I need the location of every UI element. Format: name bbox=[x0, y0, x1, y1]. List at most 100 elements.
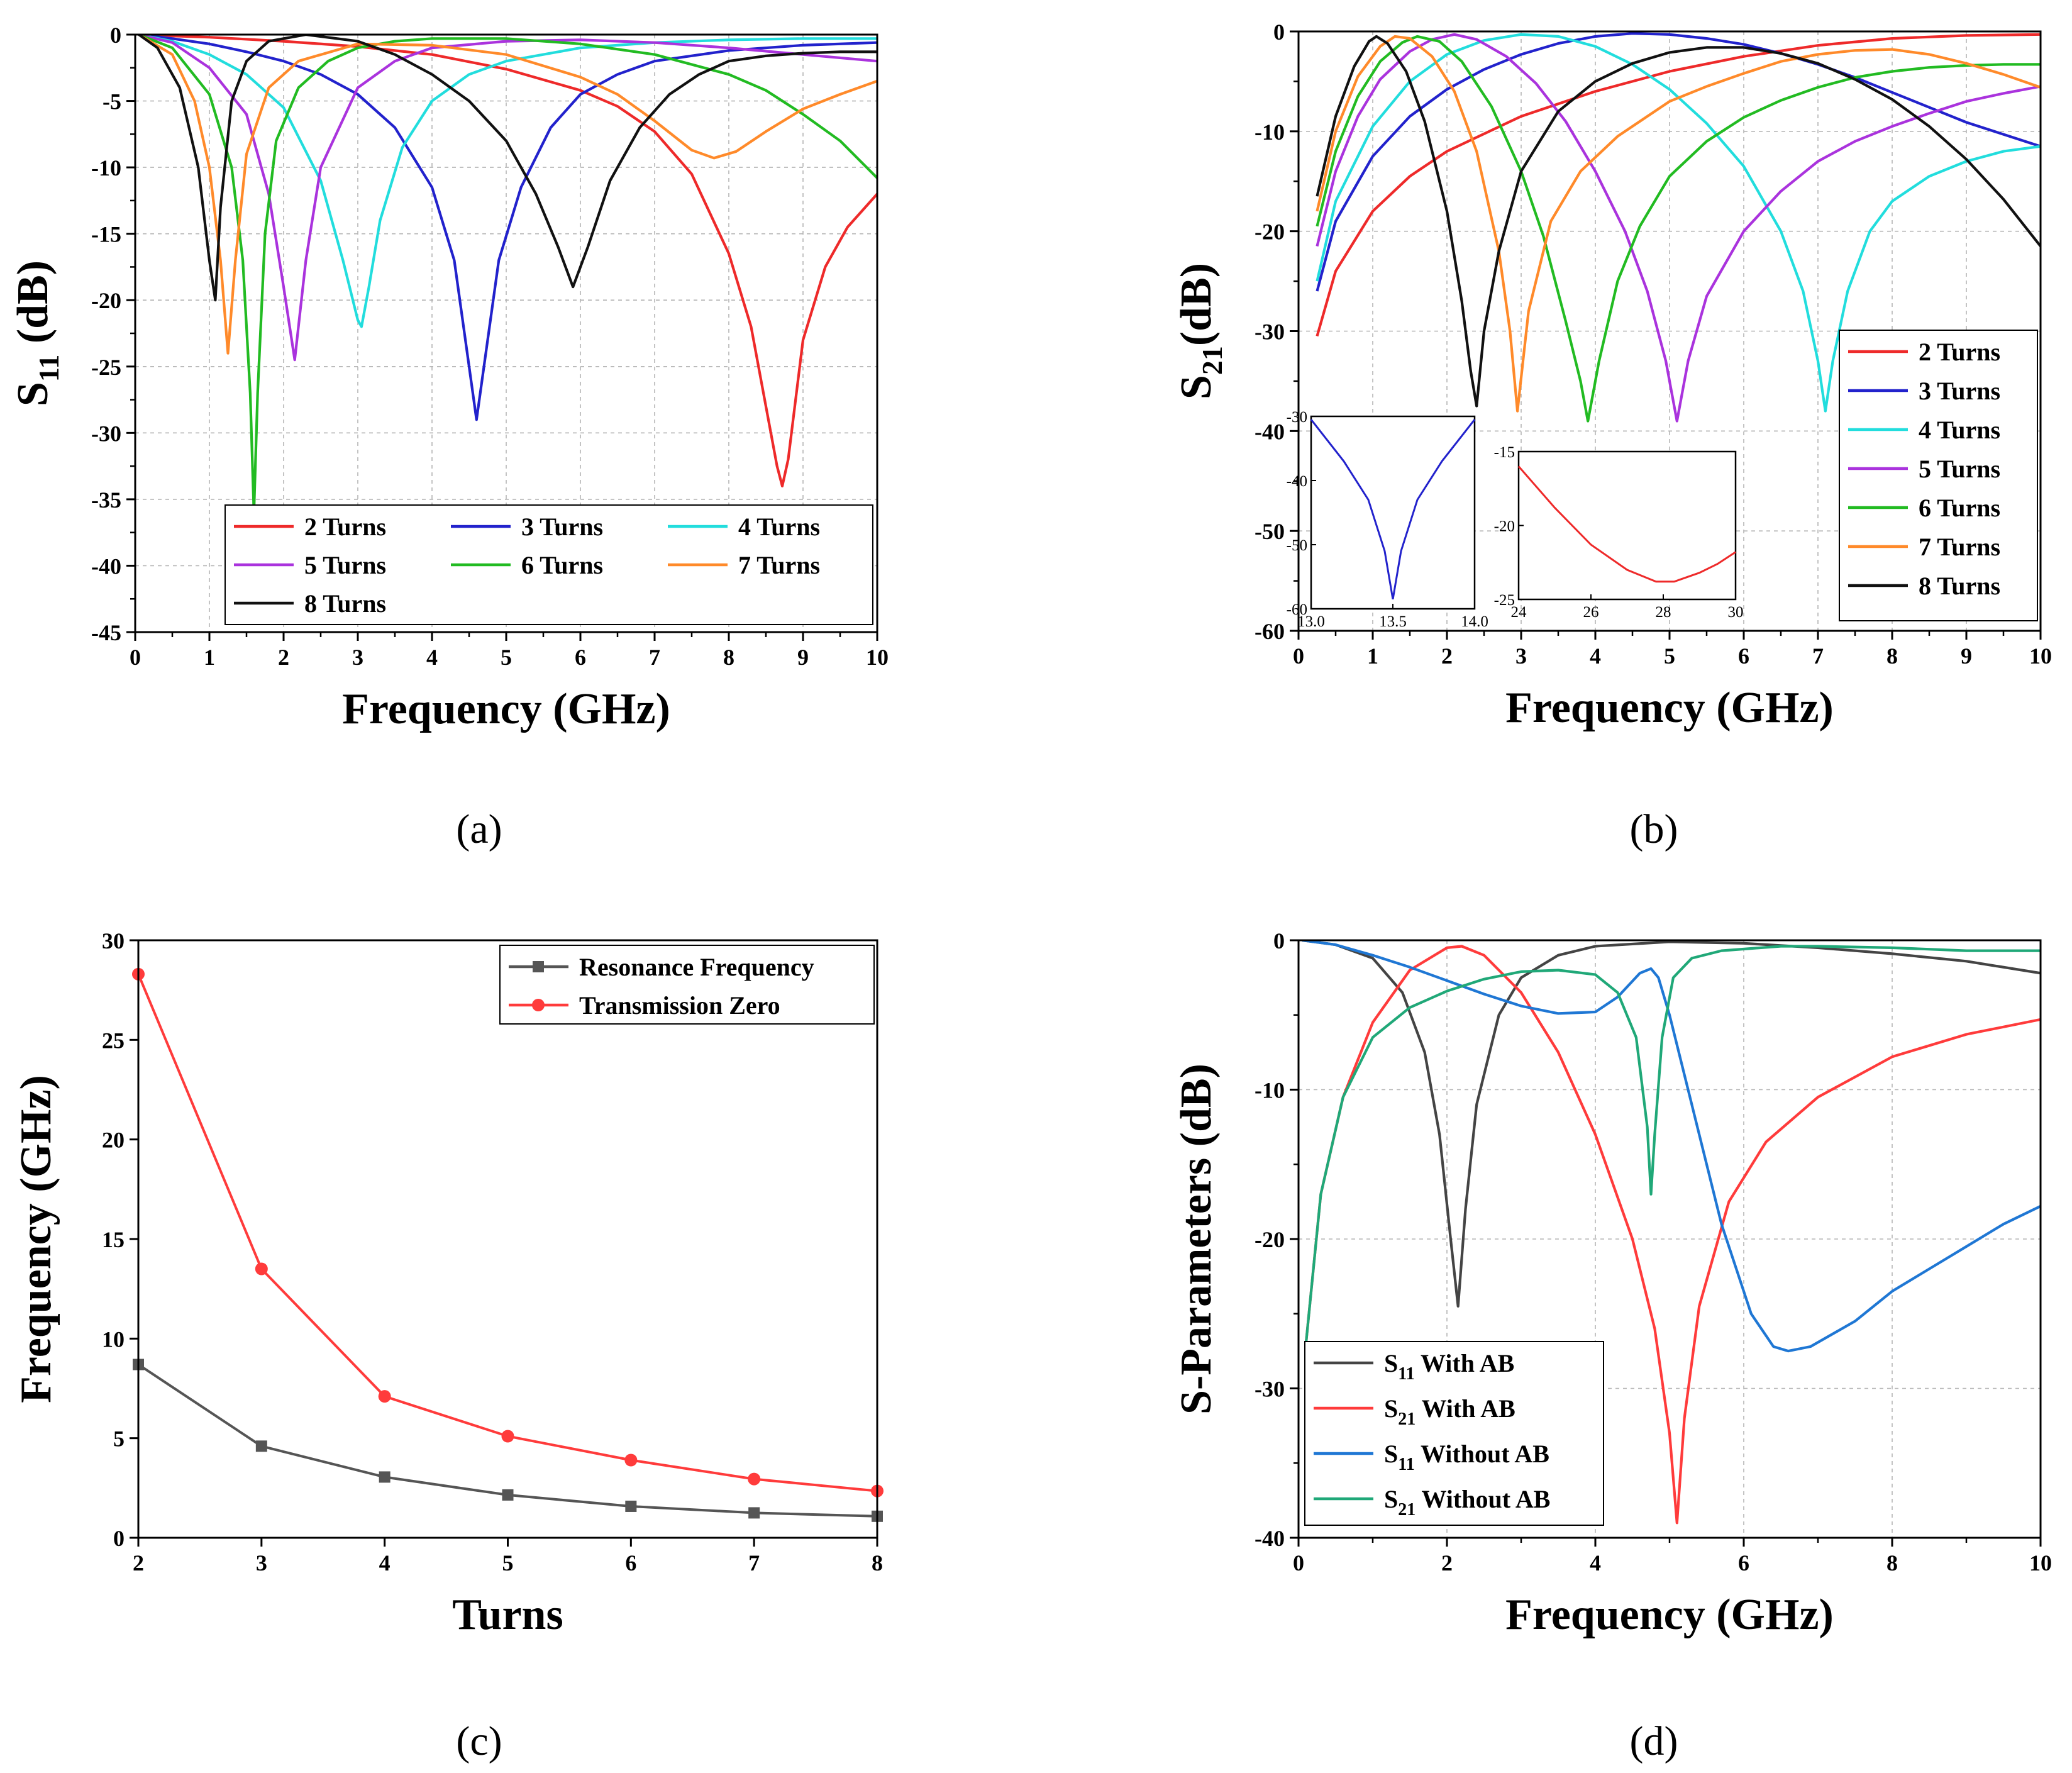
legend-item: 3 Turns bbox=[1848, 377, 2000, 405]
x-tick-label: 5 bbox=[502, 1550, 514, 1576]
x-tick-label: 4 bbox=[379, 1550, 391, 1576]
x-tick-label: 4 bbox=[1590, 643, 1601, 669]
legend-item: 7 Turns bbox=[1848, 533, 2000, 561]
x-tick-label: 3 bbox=[1515, 643, 1527, 669]
legend-label: 5 Turns bbox=[304, 551, 386, 579]
inset-x-tick-label: 13.5 bbox=[1379, 613, 1407, 630]
x-tick-label: 2 bbox=[133, 1550, 144, 1576]
y-tick-label: -30 bbox=[1255, 320, 1285, 345]
series-line-8-turns bbox=[1316, 35, 2041, 408]
series-line-5-turns bbox=[1316, 33, 2041, 423]
chart-c: 2 3 4 5 6 7 8 0 5 10 15 20 25 30 Turns Frequency (GHz) R… bbox=[12, 928, 884, 1639]
x-tick-label: 9 bbox=[1961, 643, 1972, 669]
legend-label: 7 Turns bbox=[1919, 533, 2000, 561]
x-tick-label: 2 bbox=[1441, 1550, 1453, 1576]
data-point bbox=[748, 1472, 761, 1486]
legend-box bbox=[1839, 330, 2038, 621]
x-tick-label: 5 bbox=[1664, 643, 1675, 669]
x-tick-label: 4 bbox=[426, 645, 438, 670]
x-axis-label: Turns bbox=[452, 1591, 563, 1639]
panel-label: (a) bbox=[456, 806, 502, 852]
x-tick-label: 6 bbox=[575, 645, 586, 670]
x-tick-label: 10 bbox=[2029, 1550, 2052, 1576]
x-tick-label: 2 bbox=[1441, 643, 1453, 669]
series-line-transmission-zero bbox=[138, 974, 877, 1492]
series-group bbox=[1316, 32, 2041, 423]
x-tick-label: 3 bbox=[256, 1550, 267, 1576]
x-tick-label: 6 bbox=[1738, 1550, 1749, 1576]
legend: Resonance Frequency Transmission Zero bbox=[499, 945, 875, 1025]
series-line-s21-without-ab bbox=[1304, 945, 2041, 1344]
legend-label: Transmission Zero bbox=[579, 991, 780, 1020]
y-tick-label: 25 bbox=[102, 1028, 125, 1053]
legend-label: 4 Turns bbox=[1919, 416, 2000, 444]
y-tick-label: -20 bbox=[1255, 1227, 1285, 1252]
data-point bbox=[502, 1489, 514, 1501]
inset-series-line bbox=[1517, 465, 1736, 583]
inset-series-line bbox=[1310, 419, 1476, 599]
x-tick-label: 6 bbox=[1738, 643, 1749, 669]
legend-label: 3 Turns bbox=[521, 513, 603, 541]
x-tick-label: 1 bbox=[1367, 643, 1378, 669]
x-axis-label: Frequency (GHz) bbox=[342, 685, 670, 733]
inset-frame bbox=[1517, 450, 1737, 601]
x-tick-label: 3 bbox=[352, 645, 363, 670]
y-tick-label: 5 bbox=[113, 1426, 125, 1452]
series-group bbox=[138, 35, 877, 514]
inset-y-tick-label: -15 bbox=[1494, 444, 1515, 461]
y-tick-label: -10 bbox=[1255, 1078, 1285, 1103]
y-tick-label: -20 bbox=[1255, 220, 1285, 245]
y-tick-label: 0 bbox=[1273, 19, 1285, 45]
legend-label: 8 Turns bbox=[304, 589, 386, 618]
x-tick-label: 8 bbox=[723, 645, 734, 670]
chart-b: 0 1 2 3 4 5 6 7 8 9 100-10-20-30-40-50-60Frequency… bbox=[1172, 19, 2052, 732]
legend-box bbox=[224, 504, 873, 625]
legend-item: 8 Turns bbox=[1848, 572, 2000, 600]
legend-label: 2 Turns bbox=[304, 513, 386, 541]
inset-y-tick-label: -50 bbox=[1287, 537, 1307, 554]
series-line-2-turns bbox=[138, 35, 877, 487]
x-tick-label: 10 bbox=[866, 645, 889, 670]
inset-x-tick-label: 30 bbox=[1728, 604, 1744, 621]
legend-item: S11 Without AB bbox=[1314, 1440, 1549, 1474]
legend-label: 3 Turns bbox=[1919, 377, 2000, 405]
legend: S11 With AB S21 With AB S11 Without AB S21 … bbox=[1304, 1341, 1604, 1526]
y-tick-label: -20 bbox=[91, 288, 121, 313]
inset-chart-2: 24 26 28 30 -15 -20 -25 bbox=[1494, 444, 1744, 621]
x-tick-label: 8 bbox=[1886, 1550, 1898, 1576]
x-tick-label: 0 bbox=[1293, 643, 1304, 669]
y-tick-label: -10 bbox=[1255, 119, 1285, 145]
series-line-4-turns bbox=[1316, 33, 2041, 413]
y-tick-label: -40 bbox=[1255, 419, 1285, 444]
inset-chart-1: 13.0 13.5 14.0 -30 -40 -50 -60 bbox=[1287, 409, 1488, 630]
series-group bbox=[1302, 940, 2041, 1525]
legend-label: 2 Turns bbox=[1919, 338, 2000, 366]
y-tick-label: -30 bbox=[91, 421, 121, 446]
x-tick-label: 7 bbox=[1812, 643, 1824, 669]
series-line-2-turns bbox=[1316, 33, 2041, 336]
legend-item: 4 Turns bbox=[1848, 416, 2000, 444]
legend-label: S21 With AB bbox=[1384, 1394, 1515, 1429]
y-tick-label: -50 bbox=[1255, 519, 1285, 544]
y-tick-label: -60 bbox=[1255, 619, 1285, 644]
series-line-s11-without-ab bbox=[1302, 940, 2041, 1353]
series-line-3-turns bbox=[1316, 32, 2041, 292]
panel-label: (c) bbox=[456, 1718, 502, 1764]
legend-item: S21 Without AB bbox=[1314, 1485, 1550, 1520]
legend-item: 2 Turns bbox=[1848, 338, 2000, 366]
x-tick-label: 1 bbox=[204, 645, 215, 670]
y-axis-label: S11 (dB) bbox=[9, 260, 65, 406]
y-tick-label: 0 bbox=[110, 23, 121, 48]
legend-item: 8 Turns bbox=[234, 589, 386, 618]
series-line-7-turns bbox=[138, 35, 877, 355]
series-line-s21-with-ab bbox=[1304, 945, 2041, 1525]
legend-box bbox=[499, 945, 875, 1025]
x-axis-label: Frequency (GHz) bbox=[1505, 684, 1834, 732]
series-line-4-turns bbox=[138, 35, 877, 328]
data-point bbox=[255, 1440, 267, 1452]
inset-x-tick-label: 28 bbox=[1656, 604, 1671, 621]
legend: 2 Turns 3 Turns 4 Turns 5 Turns 6 Turns 7 Tur… bbox=[224, 504, 873, 625]
y-tick-label: -10 bbox=[91, 155, 121, 181]
legend-label: 6 Turns bbox=[521, 551, 603, 579]
legend-item: 2 Turns bbox=[234, 513, 386, 541]
